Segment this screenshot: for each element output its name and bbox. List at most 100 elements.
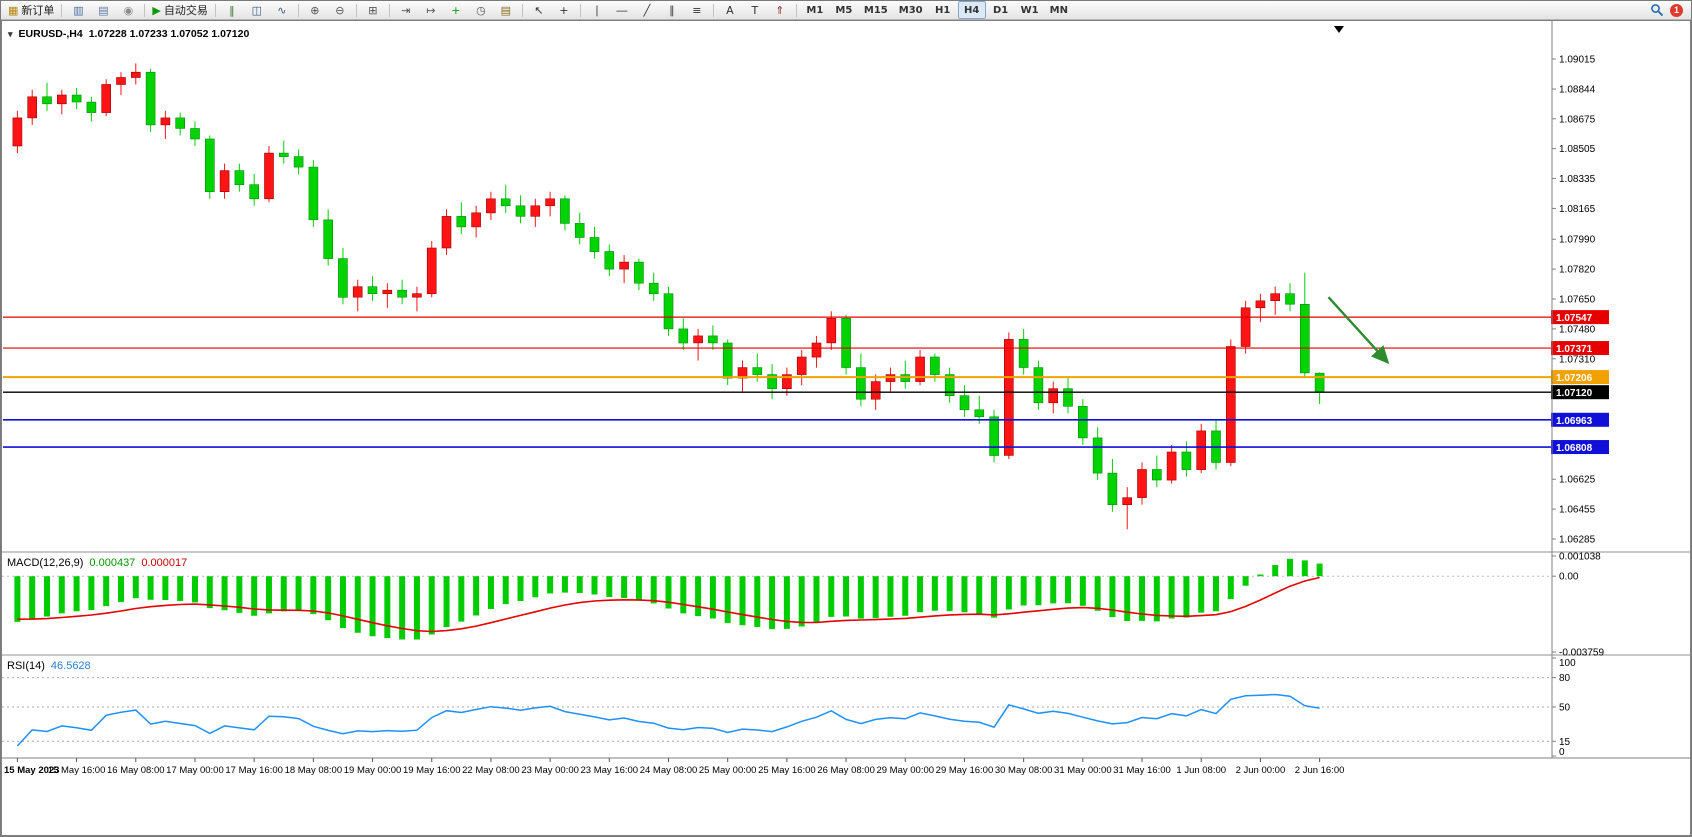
toolbar-separator	[521, 3, 523, 17]
print-icon-glyph: ▤	[98, 3, 109, 17]
macd-scale-label: 0.00	[1559, 572, 1579, 583]
zoom-out-icon[interactable]: ⊖	[328, 1, 352, 19]
time-tick-label: 23 May 00:00	[521, 765, 579, 776]
arrows-icon[interactable]: ⇑	[768, 1, 792, 19]
text-label-icon[interactable]: T	[743, 1, 767, 19]
tile-windows-icon[interactable]: ⊞	[361, 1, 385, 19]
candle-body	[515, 205, 526, 217]
candle-body	[234, 170, 245, 186]
candle-body	[456, 216, 467, 228]
channel-icon[interactable]: ∥	[660, 1, 684, 19]
current-price-line-price-tag-text: 1.07120	[1556, 388, 1593, 399]
templates-icon[interactable]: ▤	[494, 1, 518, 19]
timeframe-m15-button[interactable]: M15	[863, 4, 888, 16]
horizontal-line-icon[interactable]: ―	[610, 1, 634, 19]
candle-body	[426, 247, 437, 295]
timeframe-mn-button[interactable]: MN	[1049, 4, 1068, 16]
timeframe-h4-button[interactable]: H4	[957, 1, 986, 19]
candle-body	[900, 374, 911, 382]
rsi-line	[16, 693, 1320, 747]
print-icon[interactable]: ▤	[91, 1, 115, 19]
community-icon[interactable]: ◉	[116, 1, 140, 19]
price-tick-label: 1.06285	[1559, 535, 1596, 546]
timeframe-h1-button[interactable]: H1	[934, 4, 951, 16]
current-price-line-price-tag	[1551, 385, 1609, 400]
time-tick-label: 22 May 08:00	[462, 765, 520, 776]
candle-body	[308, 166, 319, 221]
candle-body	[974, 409, 985, 418]
line-chart-icon[interactable]: ∿	[270, 1, 294, 19]
rsi-scale-label: 80	[1559, 673, 1571, 684]
macd-signal-line	[17, 576, 1320, 633]
search-icon[interactable]	[1650, 3, 1664, 17]
candle-body	[530, 205, 541, 217]
candle-body	[278, 152, 289, 157]
zoom-in-icon[interactable]: ⊕	[303, 1, 327, 19]
candle-body	[441, 216, 452, 249]
autotrading-glyph: ▶	[152, 3, 161, 17]
time-tick-label: 25 May 16:00	[758, 765, 816, 776]
timeframe-m30-button[interactable]: M30	[898, 4, 923, 16]
new-order-glyph: ▦	[8, 3, 19, 17]
notifications-badge[interactable]: 1	[1670, 3, 1683, 17]
zoom-in-icon-glyph: ⊕	[310, 3, 320, 17]
candle-body	[500, 198, 511, 207]
time-tick-label: 15 May 16:00	[48, 765, 106, 776]
indicators-icon[interactable]: +	[444, 1, 468, 19]
timeframe-m1-button[interactable]: M1	[806, 4, 824, 16]
cursor-icon-glyph: ↖	[534, 3, 544, 17]
new-order-button[interactable]: ▦ 新订单	[5, 1, 57, 19]
price-tick-label: 1.07650	[1559, 295, 1596, 306]
bar-chart-icon[interactable]: ‖	[220, 1, 244, 19]
candle-body	[796, 356, 807, 375]
toolbar-separator	[214, 3, 216, 17]
candle-body	[619, 261, 629, 270]
price-tick-label: 1.07310	[1559, 354, 1596, 365]
candle-body	[589, 237, 600, 252]
candle-body	[486, 198, 496, 214]
text-icon[interactable]: A	[718, 1, 742, 19]
candle-body	[190, 128, 200, 140]
crosshair-icon[interactable]: +	[552, 1, 576, 19]
candle-body	[1255, 300, 1266, 309]
periods-icon[interactable]: ◷	[469, 1, 493, 19]
candle-body	[264, 152, 274, 200]
candle-body	[1063, 388, 1073, 407]
candlestick-series	[12, 63, 1325, 530]
candle-body	[604, 251, 615, 270]
price-axis[interactable]: 1.09015 1.08844 1.08675 1.08505 1.08335 1.081…	[1551, 21, 1596, 758]
candle-body	[1078, 405, 1088, 439]
trendline-icon[interactable]: ╱	[635, 1, 659, 19]
trendline-icon-glyph: ╱	[643, 3, 651, 17]
auto-scroll-icon-glyph: ⇥	[401, 3, 411, 17]
timeframe-m5-button[interactable]: M5	[835, 4, 853, 16]
tile-windows-icon-glyph: ⊞	[368, 3, 378, 17]
candlestick-chart-icon[interactable]: ◫	[245, 1, 269, 19]
cursor-icon[interactable]: ↖	[527, 1, 551, 19]
chart-shift-icon[interactable]: ↦	[419, 1, 443, 19]
time-tick-label: 31 May 16:00	[1113, 765, 1171, 776]
auto-scroll-icon[interactable]: ⇥	[394, 1, 418, 19]
fibonacci-icon[interactable]: ≡	[685, 1, 709, 19]
time-tick-label: 1 Jun 08:00	[1176, 765, 1226, 776]
vertical-line-icon[interactable]: ∣	[585, 1, 609, 19]
channel-icon-glyph: ∥	[669, 3, 675, 17]
candle-body	[293, 156, 304, 168]
chart-open-icon[interactable]: ▥	[66, 1, 90, 19]
trend-arrow-annotation[interactable]	[1327, 296, 1390, 365]
one-click-trading-toggle[interactable]: ▾	[8, 28, 13, 39]
chart-shift-marker[interactable]	[1334, 26, 1344, 33]
resistance-line-lower-price-tag-text: 1.07371	[1556, 344, 1593, 355]
candle-body	[323, 219, 334, 259]
autotrading-button[interactable]: ▶ 自动交易	[149, 1, 210, 19]
text-label-icon-glyph: T	[751, 3, 759, 17]
time-tick-label: 15 May 2023	[4, 765, 59, 776]
timeframe-d1-button[interactable]: D1	[992, 4, 1009, 16]
timeframe-w1-button[interactable]: W1	[1020, 4, 1039, 16]
candle-body	[1018, 339, 1029, 368]
candle-body	[27, 96, 38, 119]
chart-canvas[interactable]: 1.07547 1.07371 1.07206 1.07120 1.06963 1.068…	[2, 21, 1692, 837]
candle-body	[175, 117, 185, 129]
toolbar-separator	[144, 3, 146, 17]
